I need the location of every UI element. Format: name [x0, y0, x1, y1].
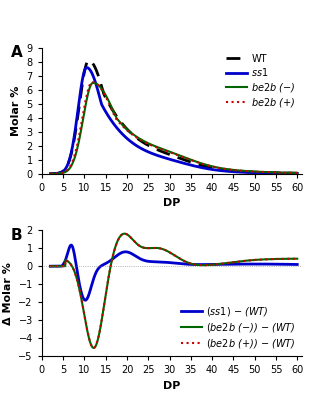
$(be2b$ (+)) − (WT) — [162, 247, 166, 252]
$(ss1)$ − (WT) — [288, 262, 292, 267]
$(be2b$ (−)) − (WT) — [61, 264, 65, 269]
Line: $(ss1)$ − (WT): $(ss1)$ − (WT) — [50, 245, 297, 300]
$be2b$ (+) — [169, 150, 173, 155]
$be2b$ (+) — [90, 80, 94, 84]
$be2b$ (−) — [243, 168, 247, 173]
$(be2b$ (−)) − (WT) — [288, 256, 292, 261]
$(be2b$ (+)) − (WT) — [295, 256, 299, 261]
$(ss1)$ − (WT) — [288, 262, 292, 267]
Legend: WT, $ss1$, $be2b$ (−), $be2b$ (+): WT, $ss1$, $be2b$ (−), $be2b$ (+) — [222, 50, 299, 113]
$be2b$ (−) — [162, 147, 166, 152]
WT — [169, 152, 173, 157]
WT — [288, 171, 292, 176]
$(be2b$ (+)) − (WT) — [48, 264, 52, 269]
$be2b$ (+) — [288, 170, 292, 175]
$(ss1)$ − (WT) — [169, 260, 173, 265]
$(be2b$ (−)) − (WT) — [169, 250, 173, 255]
$be2b$ (−) — [91, 80, 95, 85]
Line: $(be2b$ (−)) − (WT): $(be2b$ (−)) − (WT) — [50, 234, 297, 348]
WT — [288, 171, 292, 176]
$(be2b$ (+)) − (WT) — [288, 256, 292, 261]
$ss1$ — [288, 171, 292, 176]
Legend: $(ss1)$ − (WT), $(be2b$ (−)) − (WT), $(be2b$ (+)) − (WT): $(ss1)$ − (WT), $(be2b$ (−)) − (WT), $(b… — [177, 302, 299, 354]
$ss1$ — [162, 155, 166, 160]
Line: WT: WT — [50, 60, 297, 174]
WT — [61, 169, 65, 174]
$(ss1)$ − (WT) — [162, 260, 166, 264]
$(ss1)$ − (WT) — [69, 243, 73, 248]
$ss1$ — [295, 171, 299, 176]
$(ss1)$ − (WT) — [83, 298, 87, 303]
$be2b$ (−) — [169, 150, 173, 154]
$(be2b$ (−)) − (WT) — [288, 256, 292, 261]
$ss1$ — [84, 65, 88, 70]
$be2b$ (+) — [243, 169, 247, 174]
$(ss1)$ − (WT) — [48, 264, 52, 269]
Line: $be2b$ (+): $be2b$ (+) — [50, 82, 297, 174]
$be2b$ (−) — [295, 170, 299, 175]
$ss1$ — [243, 170, 247, 175]
$be2b$ (+) — [61, 170, 65, 175]
$be2b$ (−) — [288, 170, 292, 175]
Y-axis label: Δ Molar %: Δ Molar % — [3, 262, 13, 324]
$(be2b$ (+)) − (WT) — [123, 231, 127, 236]
WT — [295, 171, 299, 176]
X-axis label: DP: DP — [163, 380, 180, 390]
$be2b$ (+) — [295, 170, 299, 175]
$(be2b$ (+)) − (WT) — [61, 264, 65, 269]
$(be2b$ (+)) − (WT) — [169, 250, 173, 255]
$be2b$ (−) — [288, 170, 292, 175]
$(be2b$ (−)) − (WT) — [243, 258, 247, 263]
Y-axis label: Molar %: Molar % — [11, 86, 21, 136]
$be2b$ (−) — [48, 171, 52, 176]
$be2b$ (+) — [48, 171, 52, 176]
$be2b$ (+) — [162, 148, 166, 152]
$be2b$ (−) — [61, 170, 65, 175]
$(be2b$ (−)) − (WT) — [48, 264, 52, 269]
Text: A: A — [11, 46, 22, 60]
WT — [162, 150, 166, 155]
Line: $be2b$ (−): $be2b$ (−) — [50, 83, 297, 174]
WT — [87, 58, 91, 63]
$ss1$ — [61, 169, 65, 174]
$(be2b$ (+)) − (WT) — [243, 258, 247, 263]
$ss1$ — [169, 157, 173, 162]
$(be2b$ (−)) − (WT) — [91, 346, 95, 350]
$be2b$ (+) — [288, 170, 292, 175]
$(ss1)$ − (WT) — [295, 262, 299, 267]
Line: $ss1$: $ss1$ — [50, 68, 297, 174]
$(be2b$ (+)) − (WT) — [91, 345, 95, 350]
WT — [243, 169, 247, 174]
$(be2b$ (−)) − (WT) — [123, 231, 127, 236]
$(be2b$ (−)) − (WT) — [162, 247, 166, 252]
Text: B: B — [11, 228, 22, 243]
WT — [48, 171, 52, 176]
$(ss1)$ − (WT) — [61, 262, 65, 267]
$ss1$ — [288, 171, 292, 176]
$(be2b$ (+)) − (WT) — [288, 256, 292, 261]
$ss1$ — [48, 171, 52, 176]
$(be2b$ (−)) − (WT) — [295, 256, 299, 261]
$(ss1)$ − (WT) — [243, 262, 247, 266]
Line: $(be2b$ (+)) − (WT): $(be2b$ (+)) − (WT) — [50, 234, 297, 348]
X-axis label: DP: DP — [163, 198, 180, 208]
